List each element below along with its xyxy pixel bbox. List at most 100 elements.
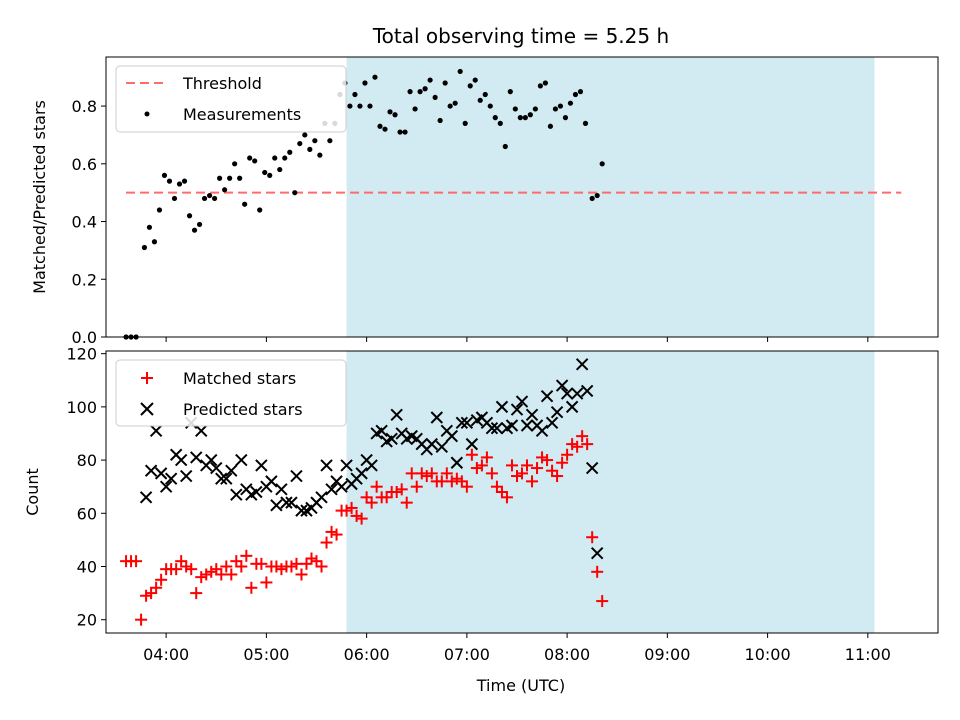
predicted-star-marker bbox=[355, 467, 368, 480]
measurement-point bbox=[242, 201, 248, 207]
matched-star-marker bbox=[345, 501, 358, 514]
bottom-panel: 20 40 60 80 100 120 04:00 05:00 06:00 07:00 08:00… bbox=[23, 345, 939, 695]
measurement-point bbox=[442, 80, 448, 86]
measurement-point bbox=[537, 83, 543, 89]
measurement-point bbox=[327, 138, 333, 144]
predicted-star-marker bbox=[255, 459, 268, 472]
predicted-star-marker bbox=[250, 485, 263, 499]
y-tick-label: 40 bbox=[77, 557, 97, 576]
top-y-axis: 0.0 0.2 0.4 0.6 0.8 bbox=[72, 97, 106, 347]
measurement-point bbox=[317, 152, 323, 158]
predicted-star-marker bbox=[190, 451, 203, 464]
matched-star-marker bbox=[315, 560, 328, 573]
measurement-point bbox=[372, 74, 378, 80]
measurement-point bbox=[227, 175, 233, 181]
predicted-star-marker bbox=[235, 453, 248, 467]
x-axis-label: Time (UTC) bbox=[476, 676, 565, 695]
measurement-point bbox=[412, 106, 418, 112]
matched-star-marker bbox=[310, 555, 323, 568]
matched-star-marker bbox=[596, 595, 609, 608]
matched-star-marker bbox=[470, 462, 483, 475]
measurement-point bbox=[522, 115, 528, 121]
measurement-point bbox=[176, 181, 183, 187]
measurement-point bbox=[572, 91, 579, 98]
predicted-star-marker bbox=[265, 475, 278, 488]
matched-star-marker bbox=[260, 576, 273, 589]
predicted-star-marker bbox=[490, 421, 504, 435]
predicted-star-marker bbox=[495, 400, 509, 414]
measurement-point bbox=[186, 213, 193, 219]
measurement-point bbox=[171, 195, 178, 202]
predicted-star-marker bbox=[545, 416, 559, 430]
predicted-star-marker bbox=[520, 419, 534, 432]
measurement-point bbox=[252, 158, 258, 164]
x-tick-label: 04:00 bbox=[143, 645, 189, 664]
measurement-point bbox=[427, 77, 433, 83]
matched-star-marker bbox=[465, 448, 478, 461]
measurement-point bbox=[237, 175, 243, 181]
measurement-point bbox=[146, 224, 153, 230]
measurement-point bbox=[462, 120, 468, 126]
measurement-point bbox=[352, 91, 358, 98]
measurement-point bbox=[437, 117, 443, 124]
legend-predicted-label: Predicted stars bbox=[183, 400, 303, 419]
measurement-point bbox=[362, 80, 368, 86]
matched-stars-series bbox=[120, 430, 609, 626]
measurement-point bbox=[512, 106, 518, 112]
predicted-star-marker bbox=[585, 461, 599, 475]
predicted-star-marker bbox=[210, 461, 223, 475]
matched-star-marker bbox=[546, 464, 559, 477]
top-y-axis-label: Matched/Predicted stars bbox=[30, 100, 49, 294]
measurement-point bbox=[196, 221, 203, 228]
bottom-y-axis-label: Count bbox=[23, 468, 42, 516]
y-tick-label: 100 bbox=[66, 398, 97, 417]
measurement-point bbox=[141, 244, 148, 251]
y-tick-label: 0.4 bbox=[72, 213, 97, 232]
measurement-point bbox=[262, 169, 268, 176]
matched-star-marker bbox=[350, 509, 363, 522]
measurement-point bbox=[382, 126, 388, 132]
measurement-point bbox=[422, 86, 428, 92]
legend-measurements-label: Measurements bbox=[183, 105, 301, 124]
matched-star-marker bbox=[305, 552, 318, 565]
measurement-point bbox=[502, 143, 508, 150]
measurement-point bbox=[567, 100, 574, 106]
predicted-star-marker bbox=[555, 379, 569, 392]
predicted-star-marker bbox=[205, 453, 218, 467]
predicted-star-marker bbox=[535, 424, 549, 438]
bottom-y-axis: 20 40 60 80 100 120 bbox=[66, 345, 106, 630]
matched-star-marker bbox=[200, 568, 213, 581]
predicted-star-marker bbox=[510, 403, 524, 416]
top-plot-frame bbox=[105, 56, 939, 338]
bottom-plot-frame bbox=[105, 350, 939, 634]
matched-star-marker bbox=[390, 486, 403, 498]
measurement-point bbox=[497, 120, 503, 126]
measurement-point bbox=[472, 77, 478, 83]
matched-star-marker bbox=[145, 587, 158, 600]
measurement-point bbox=[247, 155, 253, 161]
measurement-point bbox=[222, 187, 228, 193]
x-tick-label: 07:00 bbox=[444, 645, 490, 664]
measurement-point bbox=[467, 83, 473, 89]
measurement-point bbox=[482, 91, 488, 98]
predicted-star-marker bbox=[149, 424, 163, 438]
matched-star-marker bbox=[285, 560, 298, 573]
matched-star-marker bbox=[175, 555, 188, 568]
measurement-point bbox=[582, 120, 589, 126]
matched-star-marker bbox=[420, 470, 433, 483]
matched-star-marker bbox=[591, 565, 604, 578]
measurement-point bbox=[312, 138, 318, 144]
matched-star-marker bbox=[325, 525, 338, 538]
matched-star-marker bbox=[485, 467, 498, 480]
matched-star-marker bbox=[475, 459, 488, 472]
matched-star-marker bbox=[170, 563, 183, 576]
bottom-highlight-span bbox=[346, 351, 875, 633]
y-tick-label: 0.2 bbox=[72, 270, 97, 289]
y-tick-label: 120 bbox=[66, 345, 97, 364]
matched-star-marker bbox=[516, 467, 528, 480]
predicted-star-marker bbox=[460, 416, 474, 430]
matched-star-marker bbox=[410, 480, 423, 493]
legend-measurements-swatch bbox=[144, 111, 150, 117]
matched-star-marker bbox=[480, 451, 493, 464]
predicted-star-marker bbox=[375, 424, 388, 438]
